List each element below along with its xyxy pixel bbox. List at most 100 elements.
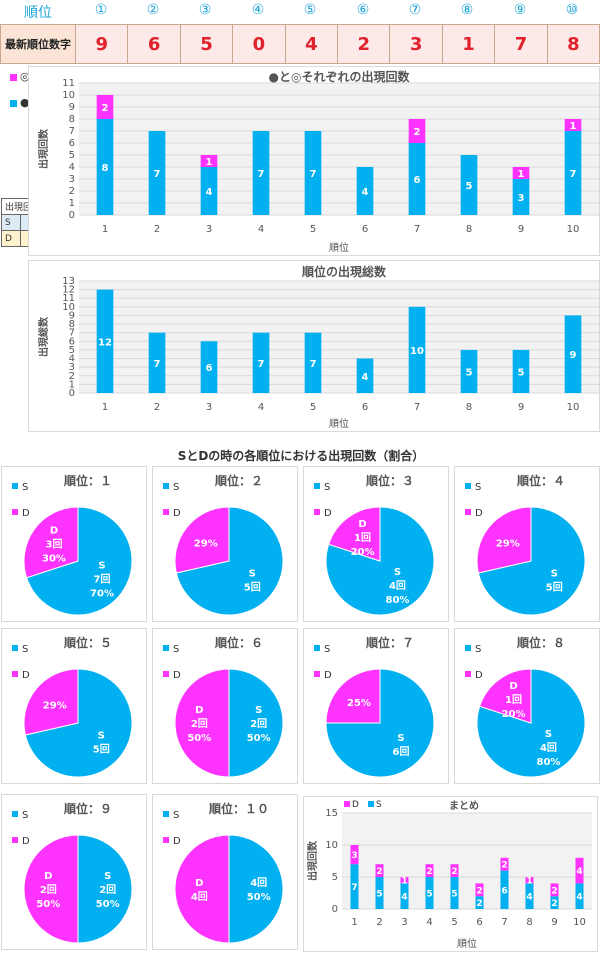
- pie-label: 4回: [191, 891, 208, 903]
- bar: [500, 857, 509, 871]
- chart-summary: 0510157315224135245252266274182294410まとめ…: [306, 800, 592, 950]
- legend-swatch: [314, 483, 320, 489]
- bar-label: 2: [501, 861, 507, 871]
- x-tick-label: 7: [501, 917, 507, 928]
- y-tick-label: 5: [69, 150, 75, 161]
- x-tick-label: 6: [476, 917, 482, 928]
- pie-slice-d: [479, 668, 532, 724]
- chart-title: 順位の出現総数: [301, 264, 387, 279]
- bar-label: 4: [526, 893, 532, 903]
- pie-slice-d: [476, 506, 532, 574]
- x-tick-label: 2: [376, 917, 382, 928]
- x-tick-label: 7: [414, 224, 420, 235]
- rank-position-9: ⑨: [513, 2, 527, 18]
- legend-label: S: [22, 810, 28, 821]
- y-tick-label: 0: [332, 904, 338, 915]
- pie-chart: 順位：５ S D S 5回 29%: [12, 635, 133, 778]
- y-tick-label: 9: [69, 310, 75, 321]
- legend-swatch: [163, 811, 169, 817]
- pie-label: 20%: [351, 547, 375, 558]
- latest-digit: 9: [76, 25, 129, 63]
- y-tick-label: 8: [69, 114, 75, 125]
- latest-digit: 4: [285, 25, 339, 63]
- pie-label: 5回: [244, 582, 261, 594]
- bar-label: 2: [102, 103, 109, 114]
- pie-label: D: [358, 519, 366, 530]
- pie-label: S: [545, 729, 552, 740]
- pie-slice-s: [228, 834, 284, 944]
- bar: [252, 131, 270, 215]
- pie-label: 50%: [247, 733, 271, 744]
- pie-label: 1回: [354, 532, 371, 544]
- pie-label: S: [98, 560, 105, 571]
- y-tick-label: 11: [62, 78, 75, 89]
- legend-label: S: [22, 644, 28, 655]
- legend-label: S: [173, 644, 179, 655]
- x-tick-label: 5: [310, 224, 316, 235]
- pie-label: 5回: [93, 744, 110, 756]
- legend-swatch: [314, 671, 320, 677]
- latest-digit: 2: [338, 25, 391, 63]
- y-tick-label: 4: [69, 162, 75, 173]
- pie-label: 4回: [540, 742, 557, 754]
- latest-digit: 6: [128, 25, 181, 63]
- count-table-label: S: [1, 214, 21, 231]
- bar-label: 5: [466, 181, 473, 192]
- bar-label: 5: [376, 890, 382, 900]
- bar: [450, 864, 459, 877]
- bar: [400, 883, 409, 909]
- y-tick-label: 0: [69, 388, 75, 399]
- bar: [575, 857, 584, 884]
- pie-slice-d: [328, 506, 381, 562]
- x-tick-label: 4: [426, 917, 432, 928]
- legend-swatch: [163, 483, 169, 489]
- pie-chart: 順位：２ S D S 5回 29%: [163, 473, 284, 616]
- pie-label: 29%: [194, 538, 218, 549]
- y-tick-label: 10: [325, 840, 338, 851]
- bar: [304, 131, 322, 215]
- bar: [96, 95, 114, 119]
- pie-label: 4回: [250, 877, 267, 889]
- bar: [425, 864, 434, 877]
- pie-label: S: [551, 569, 558, 580]
- pie-label: S: [397, 733, 404, 744]
- rank-position-8: ⑧: [460, 2, 474, 18]
- rank-position-6: ⑥: [356, 2, 370, 18]
- pie-chart-panel: 順位：２ S D S 5回 29%: [152, 466, 298, 622]
- pie-title: 順位：５: [63, 635, 112, 650]
- bar-label: 4: [576, 867, 582, 877]
- pie-title: 順位：３: [365, 473, 414, 488]
- pie-label: 2回: [191, 718, 208, 730]
- pie-label: 50%: [96, 899, 120, 910]
- legend-swatch: [368, 801, 374, 807]
- pie-label: 5回: [546, 582, 563, 594]
- pie-chart-panel: 順位：５ S D S 5回 29%: [1, 628, 147, 784]
- latest-digit: 8: [547, 25, 600, 63]
- pie-label: D: [509, 681, 517, 692]
- bar: [525, 877, 534, 884]
- x-tick-label: 6: [362, 402, 368, 413]
- legend-label: S: [22, 482, 28, 493]
- pie-chart-panel: 順位：１ S D S 7回 70% D 3回 30%: [1, 466, 147, 622]
- chart-title: まとめ: [449, 800, 479, 812]
- count-table-label: D: [1, 230, 21, 247]
- bar: [148, 332, 166, 393]
- x-tick-label: 5: [451, 917, 457, 928]
- bar: [500, 870, 509, 909]
- latest-digit: 1: [442, 25, 496, 63]
- bar-label: 2: [426, 867, 432, 877]
- pie-slice-s: [477, 506, 586, 616]
- y-tick-label: 0: [69, 210, 75, 221]
- bar-label: 4: [362, 187, 369, 198]
- legend-label: S: [475, 482, 481, 493]
- pie-chart-panel: 順位：９ S D S 2回 50% D 2回 50%: [1, 794, 147, 950]
- side-legend-magenta: ◎: [10, 70, 30, 83]
- y-tick-label: 11: [62, 293, 75, 304]
- magenta-swatch-icon: [10, 73, 17, 81]
- y-tick-label: 8: [69, 319, 75, 330]
- legend-swatch: [314, 509, 320, 515]
- bar: [564, 131, 582, 215]
- bar: [356, 167, 374, 215]
- legend-label: S: [324, 644, 330, 655]
- pie-label: D: [195, 705, 203, 716]
